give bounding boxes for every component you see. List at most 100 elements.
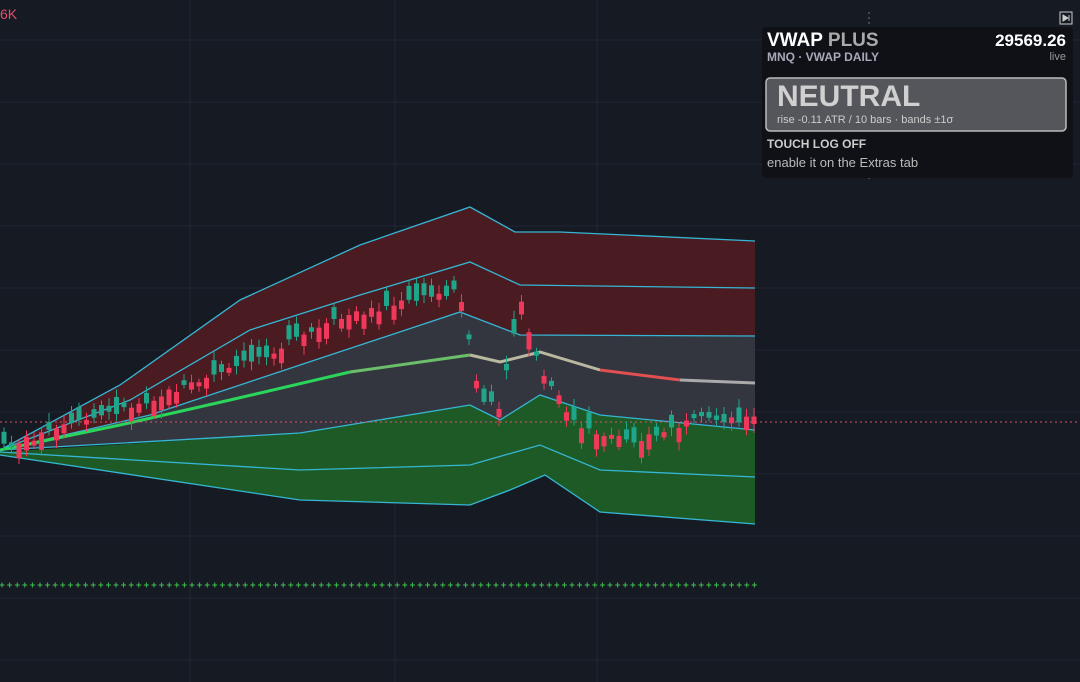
- candle-body: [414, 283, 419, 301]
- candle-body: [534, 351, 539, 356]
- candles: [1, 276, 757, 465]
- candle-body: [654, 426, 659, 436]
- candle-body: [436, 293, 442, 300]
- candle-body: [444, 285, 449, 296]
- candle-body: [639, 441, 644, 458]
- candle-body: [46, 421, 52, 430]
- candle-body: [294, 323, 299, 337]
- candle-body: [714, 415, 719, 420]
- candle-body: [234, 355, 239, 367]
- signal-row: [0, 582, 757, 588]
- candle-body: [579, 428, 584, 444]
- candle-body: [189, 382, 194, 390]
- candle-body: [571, 406, 577, 420]
- candle-body: [706, 412, 712, 418]
- candle-body: [616, 436, 622, 448]
- candle-body: [196, 382, 202, 387]
- candle-body: [466, 334, 472, 340]
- candle-body: [301, 334, 307, 346]
- candle-body: [361, 314, 367, 329]
- state-box: [765, 77, 1067, 132]
- candle-body: [391, 305, 397, 320]
- candle-body: [181, 380, 187, 385]
- candle-body: [451, 280, 457, 290]
- candle-body: [676, 428, 682, 443]
- candle-body: [564, 412, 569, 421]
- candle-body: [99, 405, 104, 416]
- candle-body: [511, 319, 517, 334]
- candle-body: [286, 325, 292, 340]
- candle-body: [406, 285, 412, 300]
- candle-body: [151, 400, 157, 416]
- candle-body: [339, 318, 344, 329]
- bands: [0, 206, 756, 525]
- candle-body: [526, 332, 532, 350]
- candle-body: [256, 346, 262, 357]
- candle-body: [316, 327, 322, 343]
- candle-body: [481, 388, 487, 402]
- candle-body: [61, 424, 67, 434]
- candle-body: [166, 389, 172, 406]
- vwap-line: [0, 370, 351, 452]
- candle-body: [174, 392, 179, 404]
- candle-body: [324, 323, 329, 339]
- candle-body: [159, 396, 164, 411]
- candle-body: [624, 429, 629, 440]
- axis-label: 6K: [0, 6, 18, 22]
- candle-body: [631, 427, 637, 443]
- candle-body: [594, 434, 599, 450]
- candle-body: [541, 375, 547, 384]
- candle-body: [661, 432, 667, 438]
- log-hint: enable it on the Extras tab: [767, 155, 919, 170]
- candle-body: [204, 377, 209, 389]
- candle-body: [586, 412, 592, 429]
- candle-body: [249, 344, 254, 362]
- candle-body: [54, 428, 59, 441]
- candle-body: [609, 434, 614, 439]
- candle-body: [331, 307, 337, 320]
- vwap-line: [469, 350, 601, 372]
- candle-body: [24, 436, 29, 451]
- lower-band-fill: [0, 395, 755, 524]
- candle-body: [751, 416, 757, 425]
- state: NEUTRAL: [777, 80, 921, 113]
- candle-body: [114, 397, 119, 414]
- mid-band-fill: [0, 312, 755, 450]
- candle-body: [84, 419, 89, 425]
- title: VWAP: [767, 30, 823, 51]
- candle-body: [421, 283, 427, 296]
- candle-body: [279, 348, 284, 364]
- candle-body: [684, 420, 689, 427]
- candle-body: [129, 407, 134, 422]
- candle-body: [369, 307, 374, 317]
- candle-body: [691, 414, 697, 419]
- candle-body: [1, 431, 7, 444]
- candle-body: [91, 409, 97, 418]
- candle-body: [429, 285, 434, 297]
- subtitle: MNQ · VWAP DAILY: [767, 50, 880, 64]
- candle-body: [489, 391, 494, 402]
- candle-body: [519, 301, 524, 315]
- candle-body: [744, 416, 749, 431]
- vwap-line: [349, 353, 471, 374]
- vwap-line: [679, 378, 756, 385]
- candle-body: [16, 443, 22, 459]
- collapse-icon: [1062, 14, 1070, 22]
- candle-body: [264, 345, 269, 358]
- status: live: [1049, 51, 1066, 63]
- collapse-button[interactable]: [1059, 11, 1073, 25]
- candle-body: [601, 436, 607, 447]
- candle-body: [474, 380, 479, 389]
- candle-body: [271, 353, 277, 359]
- candle-body: [31, 440, 37, 446]
- candle-body: [309, 327, 314, 332]
- candle-body: [496, 408, 502, 418]
- candle-body: [346, 315, 352, 330]
- candle-body: [399, 300, 404, 310]
- candle-body: [669, 414, 674, 428]
- price: 29569.26: [995, 31, 1066, 50]
- candle-body: [354, 311, 359, 321]
- candle-body: [241, 350, 247, 361]
